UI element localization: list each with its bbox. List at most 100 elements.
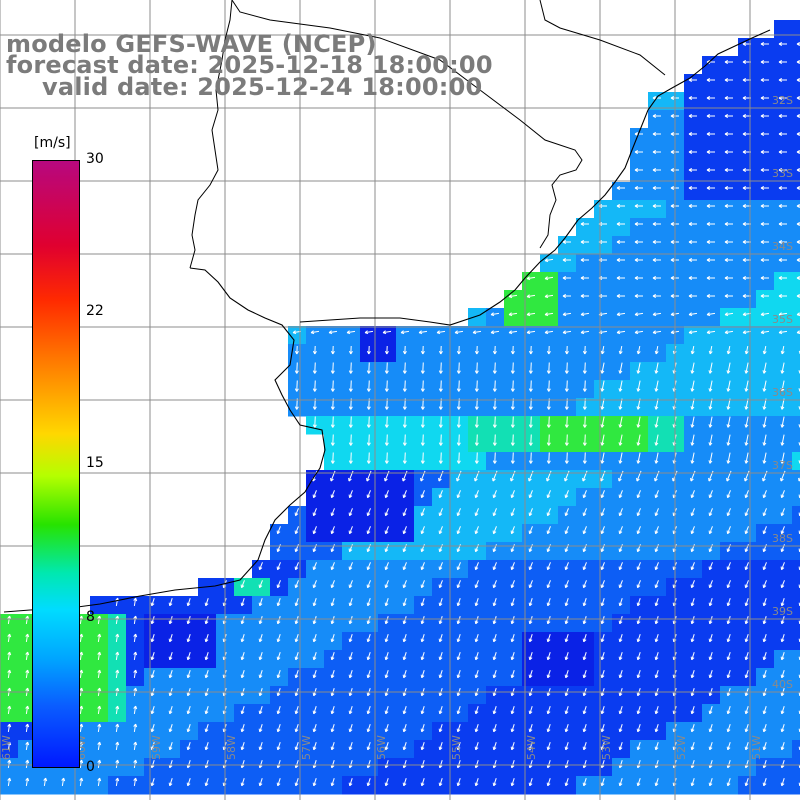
field-cell — [702, 56, 721, 75]
field-cell — [594, 308, 613, 327]
wind-arrow — [528, 670, 533, 679]
field-cell — [486, 560, 505, 579]
wind-arrow — [115, 759, 120, 769]
field-cell — [612, 236, 631, 255]
field-cell — [522, 776, 541, 795]
field-cell — [594, 758, 613, 777]
field-cell — [360, 506, 379, 525]
wind-arrow — [456, 652, 461, 661]
field-cell — [540, 650, 559, 669]
field-cell — [702, 668, 721, 687]
wind-arrow — [636, 616, 641, 625]
wind-arrow — [744, 345, 749, 355]
field-cell — [126, 740, 145, 759]
field-cell — [594, 722, 613, 741]
field-cell — [756, 632, 775, 651]
wind-arrow — [708, 598, 713, 607]
wind-arrow — [778, 186, 787, 190]
wind-arrow — [438, 508, 443, 517]
wind-arrow — [618, 380, 623, 392]
wind-arrow — [726, 416, 731, 428]
field-cell — [324, 668, 343, 687]
wind-arrow — [616, 294, 625, 298]
wind-arrow — [312, 490, 317, 499]
wind-arrow — [384, 380, 389, 392]
wind-arrow — [780, 580, 785, 589]
field-cell — [432, 560, 451, 579]
wind-arrow — [490, 330, 500, 335]
wind-arrow — [582, 362, 587, 374]
wind-arrow — [97, 777, 102, 787]
wind-arrow — [456, 380, 461, 392]
field-cell — [738, 488, 757, 507]
wind-arrow — [276, 742, 281, 751]
field-cell — [162, 668, 181, 687]
colorbar — [32, 160, 80, 768]
wind-arrow — [456, 490, 461, 499]
field-cell — [234, 722, 253, 741]
field-cell — [648, 146, 667, 165]
wind-arrow — [456, 434, 461, 446]
field-cell — [360, 488, 379, 507]
field-cell — [648, 92, 667, 111]
wind-arrow — [688, 240, 697, 244]
field-cell — [648, 758, 667, 777]
field-cell — [432, 758, 451, 777]
field-cell — [144, 776, 163, 795]
wind-arrow — [582, 598, 587, 607]
wind-arrow — [724, 258, 733, 262]
wind-arrow — [474, 670, 479, 679]
wind-arrow — [454, 330, 464, 335]
wind-arrow — [600, 490, 605, 499]
wind-arrow — [744, 598, 749, 607]
wind-arrow — [564, 380, 569, 392]
wind-arrow — [510, 452, 515, 464]
wind-arrow — [726, 452, 731, 464]
field-cell — [396, 542, 415, 561]
field-cell — [774, 164, 793, 183]
wind-arrow — [384, 452, 389, 464]
field-cell — [144, 686, 163, 705]
wind-arrow — [366, 416, 371, 428]
wind-arrow — [294, 598, 299, 607]
field-cell — [792, 218, 800, 237]
wind-arrow — [330, 452, 335, 464]
wind-arrow — [384, 345, 389, 355]
field-cell — [702, 74, 721, 93]
field-cell — [756, 560, 775, 579]
wind-arrow — [762, 598, 767, 607]
wind-arrow — [688, 222, 697, 226]
field-cell — [126, 596, 145, 615]
wind-arrow — [348, 634, 353, 643]
field-cell — [360, 632, 379, 651]
field-cell — [720, 578, 739, 597]
field-cell — [522, 758, 541, 777]
wind-arrow — [382, 330, 392, 335]
field-cell — [306, 326, 325, 345]
wind-arrow — [582, 742, 587, 751]
wind-arrow — [744, 652, 749, 661]
wind-arrow — [186, 652, 191, 661]
field-cell — [702, 722, 721, 741]
field-cell — [414, 650, 433, 669]
wind-arrow — [708, 778, 713, 787]
field-cell — [234, 758, 253, 777]
wind-arrow — [796, 294, 800, 298]
wind-arrow — [492, 345, 497, 355]
field-cell — [504, 524, 523, 543]
wind-arrow — [294, 508, 299, 517]
field-cell — [144, 740, 163, 759]
field-cell — [90, 632, 109, 651]
wind-arrow — [654, 742, 659, 751]
wind-arrow — [690, 490, 695, 499]
wind-arrow — [474, 616, 479, 625]
wind-arrow — [384, 362, 389, 374]
field-cell — [756, 596, 775, 615]
field-cell — [648, 776, 667, 795]
wind-arrow — [528, 724, 533, 733]
field-cell — [792, 290, 800, 309]
wind-arrow — [546, 742, 551, 751]
wind-arrow — [582, 526, 587, 535]
wind-arrow — [582, 580, 587, 589]
field-cell — [702, 182, 721, 201]
